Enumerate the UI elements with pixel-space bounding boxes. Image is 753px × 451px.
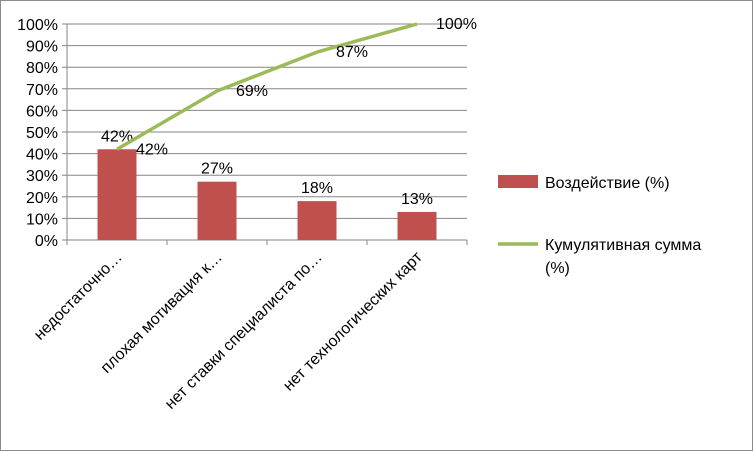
bar bbox=[397, 211, 437, 240]
bar-data-label: 27% bbox=[201, 161, 233, 178]
y-tick-label: 40% bbox=[26, 147, 58, 164]
legend-swatch-bars bbox=[498, 175, 538, 188]
line-data-label: 87% bbox=[336, 44, 368, 61]
y-tick-label: 50% bbox=[26, 125, 58, 142]
line-data-label: 42% bbox=[136, 141, 168, 158]
y-tick-label: 100% bbox=[17, 17, 58, 34]
y-tick-label: 20% bbox=[26, 190, 58, 207]
y-tick-label: 80% bbox=[26, 60, 58, 77]
y-tick-label: 10% bbox=[26, 211, 58, 228]
y-tick-label: 90% bbox=[26, 39, 58, 56]
cumulative-line bbox=[116, 22, 418, 151]
category-label: недостаточно… bbox=[31, 249, 126, 344]
bar-data-label: 18% bbox=[301, 180, 333, 197]
bar-data-label: 42% bbox=[101, 128, 133, 145]
legend-label-line: Кумулятивная сумма bbox=[545, 237, 701, 254]
legend-label-bars: Воздействие (%) bbox=[545, 175, 670, 192]
line-data-label: 100% bbox=[436, 16, 477, 33]
bar bbox=[197, 181, 237, 240]
y-tick-label: 70% bbox=[26, 82, 58, 99]
y-tick-label: 0% bbox=[35, 233, 58, 250]
legend-label-line-2: (%) bbox=[545, 260, 570, 277]
line-data-label: 69% bbox=[236, 83, 268, 100]
category-label: нет ставки специалиста по… bbox=[162, 249, 326, 413]
bar bbox=[297, 201, 337, 240]
bar bbox=[97, 149, 137, 240]
bar-data-label: 13% bbox=[401, 191, 433, 208]
y-tick-label: 60% bbox=[26, 103, 58, 120]
y-tick-label: 30% bbox=[26, 168, 58, 185]
